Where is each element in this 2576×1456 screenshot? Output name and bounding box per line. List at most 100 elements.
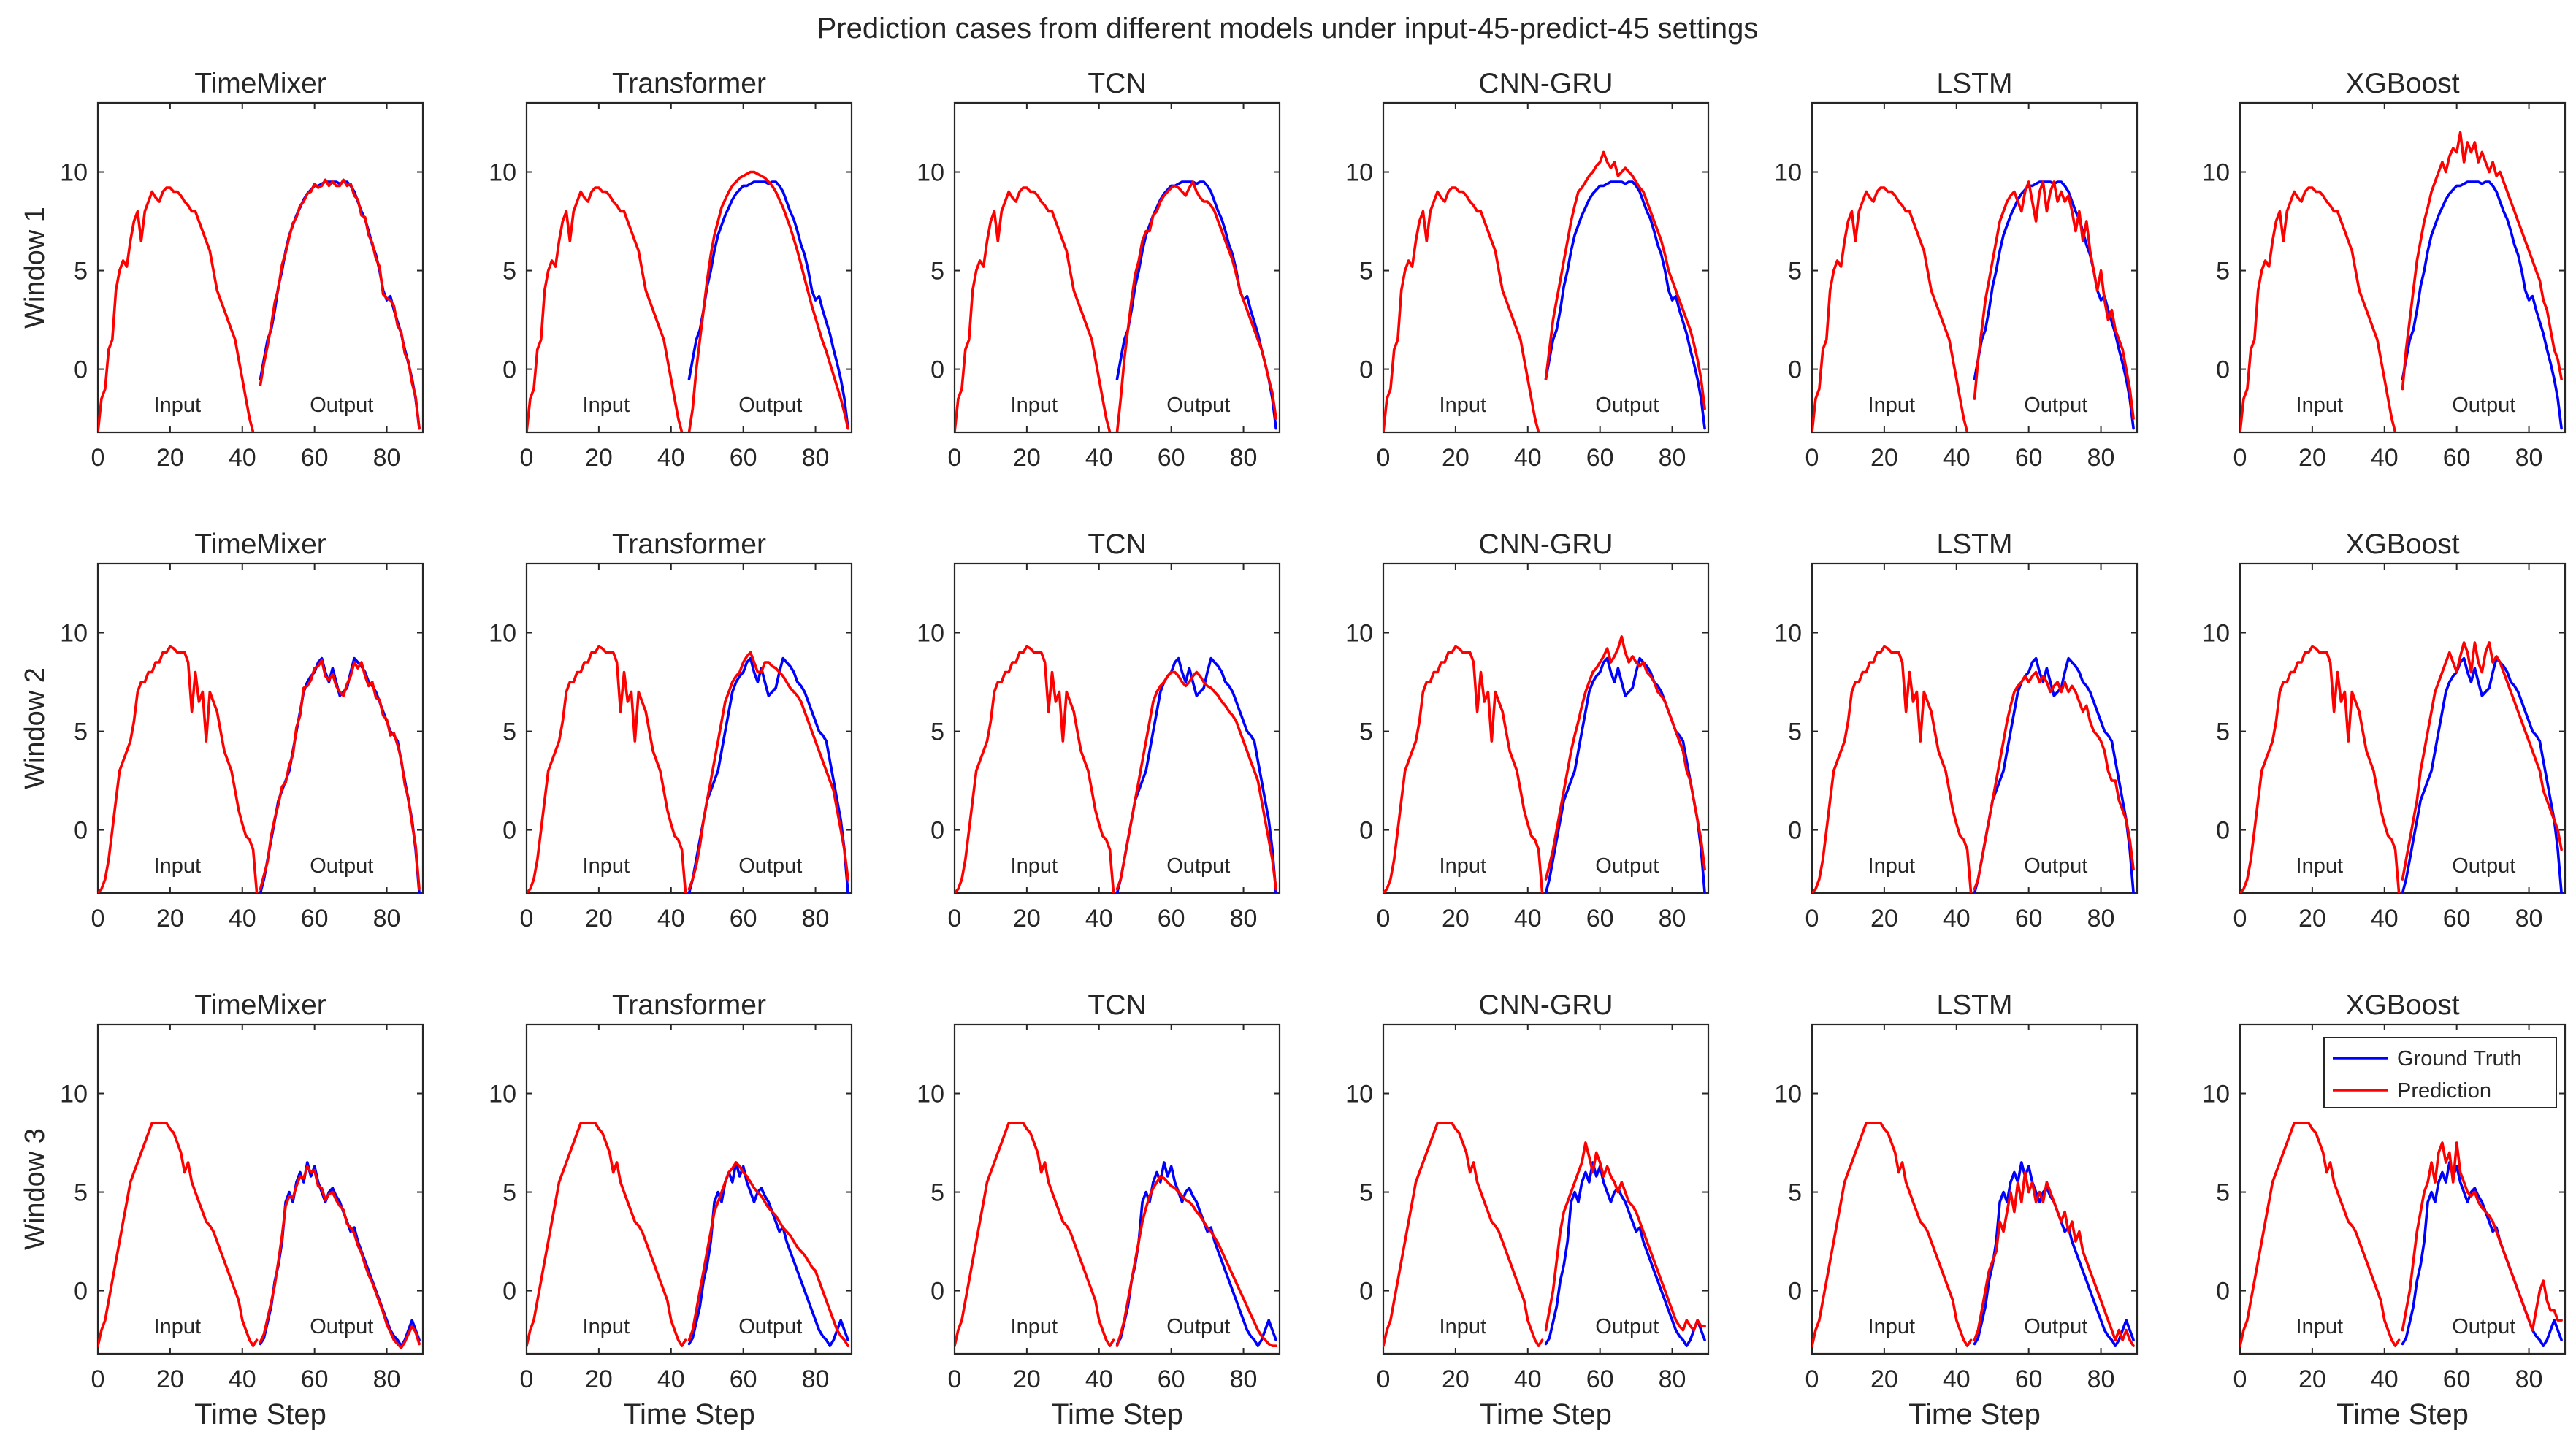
ground-truth-line — [2401, 1161, 2563, 1347]
y-tick-label: 5 — [502, 1179, 516, 1207]
x-axis-label: Time Step — [1051, 1398, 1183, 1430]
x-tick-label: 0 — [520, 905, 534, 932]
panel-window1-transformer: Transformer 0 20 40 60 80 0 5 10 Input Output — [489, 68, 853, 472]
x-tick-label: 60 — [301, 905, 329, 932]
x-tick-label: 60 — [1158, 444, 1185, 472]
panel-title: Transformer — [612, 529, 766, 560]
x-tick-label: 0 — [1377, 444, 1391, 472]
x-tick-label: 40 — [1085, 1365, 1113, 1393]
y-tick-label: 0 — [930, 817, 944, 845]
x-tick-label: 60 — [1586, 444, 1614, 472]
ground-truth-line — [1115, 656, 1277, 893]
panel-title: LSTM — [1936, 989, 2012, 1021]
input-history-line — [527, 186, 684, 432]
legend: Ground Truth Prediction — [2323, 1037, 2557, 1108]
output-annotation: Output — [1595, 1315, 1659, 1338]
panel-title: TimeMixer — [194, 68, 326, 99]
panel-window1-timemixer: TimeMixer 0 20 40 60 80 0 5 10 Input Output — [60, 68, 424, 472]
panel-window1-tcn: TCN 0 20 40 60 80 0 5 10 Input Output — [917, 68, 1281, 472]
y-tick-label: 0 — [930, 356, 944, 384]
axes-frame — [1811, 1023, 2139, 1355]
prediction-line — [259, 1165, 421, 1349]
x-tick-label: 20 — [1870, 444, 1898, 472]
y-tick-label: 10 — [1345, 620, 1373, 648]
output-annotation: Output — [2024, 394, 2087, 417]
y-tick-label: 0 — [502, 817, 516, 845]
x-tick-label: 60 — [301, 1365, 329, 1393]
prediction-line — [1544, 635, 1706, 881]
x-tick-label: 20 — [2298, 444, 2326, 472]
y-tick-label: 5 — [502, 719, 516, 746]
x-tick-label: 0 — [91, 444, 105, 472]
y-tick-label: 5 — [1359, 1179, 1373, 1207]
output-annotation: Output — [738, 394, 802, 417]
y-tick-label: 0 — [1359, 817, 1373, 845]
input-history-line — [1812, 645, 1973, 893]
y-tick-label: 5 — [1788, 719, 1802, 746]
x-tick-label: 60 — [1158, 1365, 1185, 1393]
legend-label: Prediction — [2397, 1079, 2491, 1103]
axes-frame — [1382, 101, 1710, 434]
y-tick-label: 0 — [2216, 817, 2230, 845]
panel-window2-transformer: Transformer 0 20 40 60 80 0 5 10 Input Output — [489, 529, 853, 932]
prediction-line — [259, 178, 421, 430]
x-tick-label: 20 — [1442, 1365, 1469, 1393]
output-annotation: Output — [310, 854, 373, 878]
x-tick-label: 80 — [1659, 1365, 1686, 1393]
x-tick-label: 80 — [373, 444, 401, 472]
x-tick-label: 80 — [2515, 444, 2543, 472]
ground-truth-line — [1544, 180, 1706, 430]
x-tick-label: 40 — [1085, 444, 1113, 472]
x-tick-label: 80 — [1659, 444, 1686, 472]
panel-title: XGBoost — [2345, 529, 2459, 560]
y-tick-label: 5 — [930, 258, 944, 286]
input-annotation: Input — [1011, 394, 1058, 417]
input-annotation: Input — [2296, 854, 2344, 878]
input-annotation: Input — [1868, 854, 1916, 878]
ground-truth-line — [1544, 656, 1706, 893]
row-label-window-2: Window 2 — [20, 667, 50, 789]
x-tick-label: 80 — [373, 1365, 401, 1393]
panel-window2-cnn-gru: CNN-GRU 0 20 40 60 80 0 5 10 Input Output — [1345, 529, 1710, 932]
x-tick-label: 40 — [2371, 444, 2399, 472]
x-tick-label: 40 — [229, 444, 256, 472]
x-tick-label: 80 — [2087, 905, 2115, 932]
prediction-line — [687, 170, 849, 432]
output-annotation: Output — [310, 1315, 373, 1338]
ground-truth-line — [1115, 180, 1277, 430]
prediction-line — [687, 1161, 849, 1347]
x-tick-label: 80 — [802, 905, 830, 932]
y-tick-label: 5 — [502, 258, 516, 286]
row-label-window-1: Window 1 — [20, 207, 50, 329]
x-tick-label: 20 — [1442, 444, 1469, 472]
output-annotation: Output — [310, 394, 373, 417]
input-history-line — [2240, 645, 2401, 893]
input-annotation: Input — [1440, 394, 1487, 417]
y-tick-label: 10 — [1774, 620, 1802, 648]
ground-truth-line — [2401, 180, 2563, 430]
prediction-line — [1973, 180, 2135, 420]
prediction-line — [1973, 670, 2135, 891]
x-tick-label: 20 — [585, 905, 613, 932]
prediction-line — [1115, 670, 1277, 891]
y-tick-label: 10 — [917, 1081, 944, 1108]
x-tick-label: 0 — [520, 444, 534, 472]
x-tick-label: 80 — [2515, 1365, 2543, 1393]
y-tick-label: 5 — [1788, 258, 1802, 286]
y-tick-label: 0 — [2216, 1278, 2230, 1306]
x-tick-label: 0 — [1377, 905, 1391, 932]
panel-title: CNN-GRU — [1478, 989, 1613, 1021]
prediction-line — [1544, 1141, 1706, 1332]
y-tick-label: 10 — [1345, 159, 1373, 187]
x-tick-label: 0 — [91, 905, 105, 932]
output-annotation: Output — [2024, 854, 2087, 878]
x-tick-label: 40 — [657, 444, 685, 472]
x-tick-label: 40 — [1943, 444, 1971, 472]
x-tick-label: 40 — [1943, 905, 1971, 932]
panel-title: LSTM — [1936, 68, 2012, 99]
y-tick-label: 0 — [502, 1278, 516, 1306]
y-tick-label: 5 — [2216, 1179, 2230, 1207]
x-tick-label: 60 — [2015, 905, 2043, 932]
prediction-line — [2401, 641, 2563, 881]
y-tick-label: 0 — [1788, 1278, 1802, 1306]
